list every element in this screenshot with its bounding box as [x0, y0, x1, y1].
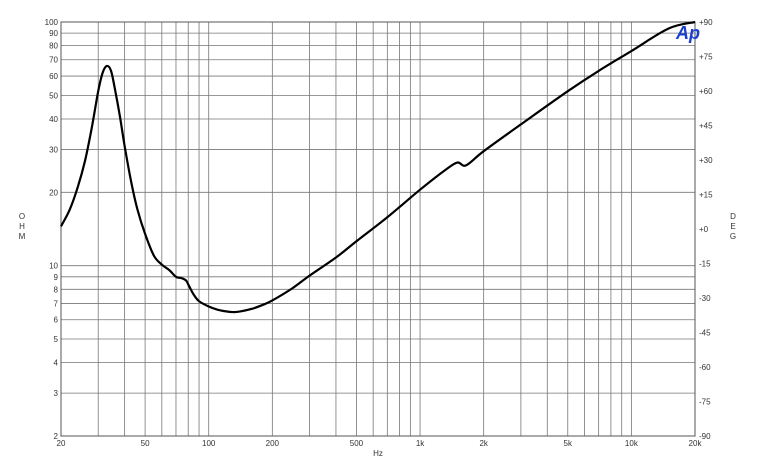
y-tick-label: 70	[49, 56, 58, 65]
y-tick-label: 4	[54, 359, 59, 368]
y-tick-label: 3	[54, 389, 59, 398]
grid-lines	[61, 22, 695, 436]
x-tick-labels: 20 50 100 200 500 1k 2k 5k 10k 20k	[57, 439, 703, 448]
ap-logo: Ap	[675, 23, 700, 43]
impedance-curve	[60, 20, 696, 314]
y-tick-label: 40	[49, 115, 58, 124]
y-tick-label: 60	[49, 72, 58, 81]
x-tick-label: 20k	[689, 439, 703, 448]
x-tick-label: 2k	[479, 439, 488, 448]
y2-tick-label: -90	[699, 432, 711, 441]
y-tick-label: 20	[49, 188, 58, 197]
plot-frame	[60, 21, 696, 437]
x-tick-label: 1k	[416, 439, 425, 448]
x-tick-label: 50	[141, 439, 150, 448]
y-tick-label: 2	[54, 432, 59, 441]
x-axis-label: Hz	[373, 449, 383, 458]
x-tick-label: 10k	[625, 439, 639, 448]
y-tick-label: 8	[54, 285, 59, 294]
y2-tick-label: +15	[699, 191, 713, 200]
y-tick-labels: 2 3 4 5 6 7 8 9 10 20 30 40 50 60 70 80 90 100	[45, 18, 59, 441]
y2-tick-labels: -90 -75 -60 -45 -30 -15 +0 +15 +30 +45 +60 +75 +90	[699, 18, 713, 441]
y-tick-label: 6	[54, 316, 59, 325]
y-tick-label: 80	[49, 42, 58, 51]
y-tick-label: 50	[49, 91, 58, 100]
y-tick-label: 30	[49, 145, 58, 154]
x-tick-label: 5k	[564, 439, 573, 448]
x-tick-label: 20	[57, 439, 66, 448]
x-tick-label: 100	[202, 439, 216, 448]
y2-tick-label: -30	[699, 294, 711, 303]
y2-tick-label: +30	[699, 156, 713, 165]
y2-tick-label: +45	[699, 122, 713, 131]
y2-tick-label: -45	[699, 329, 711, 338]
y-tick-label: 100	[45, 18, 59, 27]
y2-tick-label: +0	[699, 225, 709, 234]
y2-tick-label: -15	[699, 260, 711, 269]
x-tick-label: 200	[266, 439, 280, 448]
x-tick-label: 500	[350, 439, 364, 448]
y-tick-label: 10	[49, 262, 58, 271]
y2-tick-label: +60	[699, 87, 713, 96]
y2-tick-label: +90	[699, 18, 713, 27]
y-tick-label: 9	[54, 273, 59, 282]
y2-tick-label: +75	[699, 53, 713, 62]
y-tick-label: 7	[54, 299, 59, 308]
y-tick-label: 90	[49, 29, 58, 38]
y2-tick-label: -60	[699, 363, 711, 372]
y-tick-label: 5	[54, 335, 59, 344]
series-group	[60, 20, 696, 314]
y2-tick-label: -75	[699, 398, 711, 407]
